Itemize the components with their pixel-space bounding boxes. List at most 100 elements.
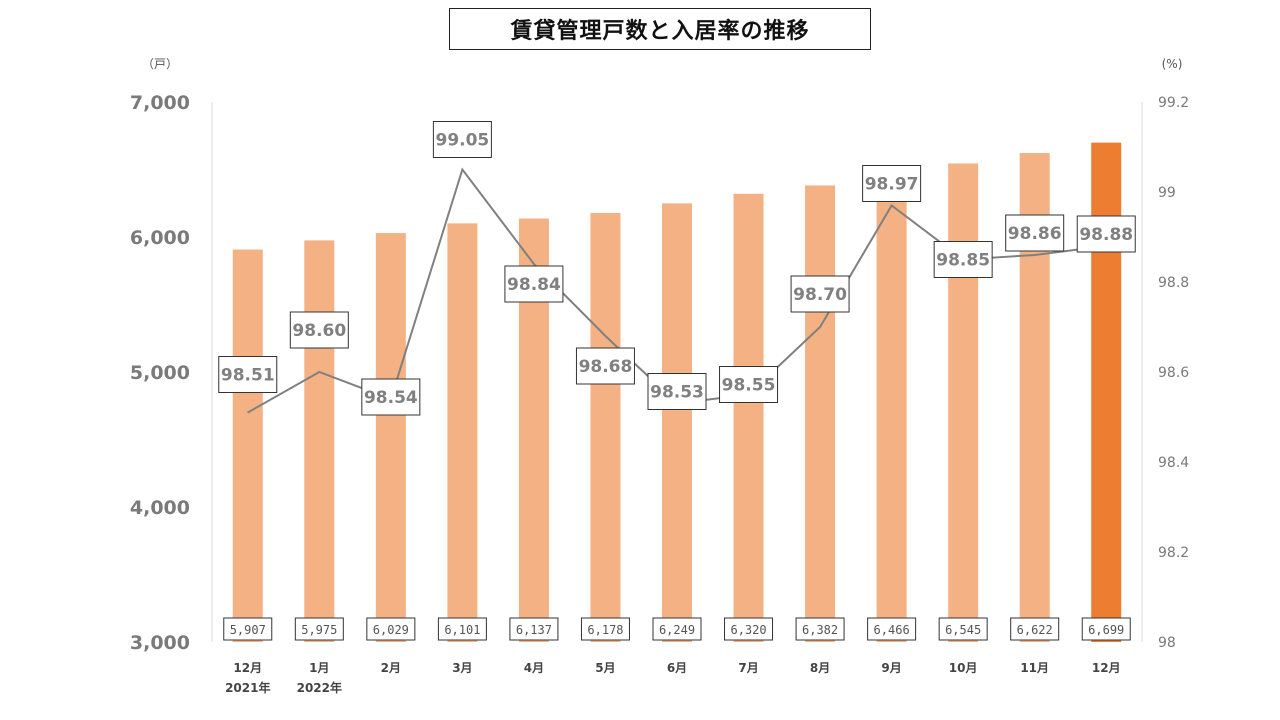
bar bbox=[590, 212, 621, 642]
bar-label-box bbox=[938, 617, 988, 641]
x-tick-label: 2月 bbox=[381, 661, 401, 675]
y2-tick-label: 98.2 bbox=[1158, 545, 1189, 561]
y2-tick-label: 99 bbox=[1158, 185, 1176, 201]
bar-label-box bbox=[223, 617, 273, 641]
bar-label-box bbox=[795, 617, 845, 641]
bar-value-label: 6,320 bbox=[730, 623, 766, 637]
rate-label-box bbox=[933, 241, 993, 278]
rate-label-box bbox=[432, 121, 492, 158]
bar-value-label: 6,382 bbox=[802, 623, 838, 637]
x-tick-label: 12月 bbox=[233, 661, 262, 675]
x-tick-label: 10月 bbox=[949, 661, 978, 675]
x-tick-label: 4月 bbox=[524, 661, 544, 675]
bar bbox=[232, 249, 263, 642]
rate-value-label: 98.88 bbox=[1079, 225, 1133, 245]
rate-value-label: 99.05 bbox=[435, 131, 489, 151]
rate-label-box bbox=[1076, 215, 1136, 253]
bar bbox=[805, 185, 836, 642]
bar bbox=[733, 193, 764, 643]
rate-label-box bbox=[504, 265, 564, 303]
bar-value-label: 5,975 bbox=[301, 623, 337, 637]
rate-label-box bbox=[575, 347, 635, 385]
bar-label-box bbox=[509, 617, 559, 641]
chart-title: 賃貸管理戸数と入居率の推移 bbox=[449, 8, 871, 50]
rate-label-box bbox=[719, 366, 779, 403]
y-tick-label: 3,000 bbox=[130, 632, 190, 654]
rate-point bbox=[533, 263, 535, 265]
y2-tick-label: 98.6 bbox=[1158, 365, 1189, 381]
rate-label-box bbox=[218, 356, 278, 393]
rate-value-label: 98.51 bbox=[221, 366, 275, 386]
y2-tick-label: 98.4 bbox=[1158, 455, 1189, 471]
x-tick-label: 2021年 bbox=[225, 680, 270, 695]
rate-value-label: 98.53 bbox=[650, 383, 704, 403]
bar-value-label: 6,699 bbox=[1088, 623, 1124, 637]
rate-label-box bbox=[862, 165, 922, 202]
rate-value-label: 98.60 bbox=[292, 321, 346, 341]
rate-point bbox=[1034, 254, 1036, 256]
bar bbox=[375, 233, 406, 642]
bar-label-box bbox=[366, 617, 416, 641]
y-axis-unit: （戸） bbox=[142, 57, 178, 71]
rate-value-label: 98.97 bbox=[865, 175, 919, 195]
bar-label-box bbox=[294, 617, 344, 641]
x-tick-label: 7月 bbox=[738, 661, 758, 675]
y2-tick-label: 98 bbox=[1158, 635, 1176, 651]
rate-point bbox=[604, 335, 606, 337]
rate-label-box bbox=[647, 373, 707, 410]
bar-value-label: 6,545 bbox=[945, 623, 981, 637]
bar-value-label: 6,101 bbox=[444, 623, 480, 637]
bar-label-box bbox=[580, 617, 630, 641]
bar-label-box bbox=[437, 617, 487, 641]
y-tick-label: 5,000 bbox=[130, 362, 190, 384]
bar-value-label: 6,137 bbox=[516, 623, 552, 637]
labels: 5,907 5,975 6,029 6,101 6,137 6,178 6,249 6,320… bbox=[218, 121, 1136, 641]
y2-tick-label: 99.2 bbox=[1158, 95, 1189, 111]
x-tick-label: 1月 bbox=[309, 661, 329, 675]
rate-point bbox=[318, 371, 320, 373]
y-tick-label: 4,000 bbox=[130, 497, 190, 519]
bar bbox=[447, 223, 478, 643]
bar bbox=[662, 203, 692, 642]
bar-value-label: 6,622 bbox=[1017, 623, 1053, 637]
y-tick-label: 7,000 bbox=[130, 92, 190, 114]
x-tick-label: 6月 bbox=[667, 661, 687, 675]
rate-point bbox=[819, 326, 821, 328]
bar bbox=[876, 174, 907, 642]
rate-label-box bbox=[289, 311, 349, 349]
x-tick-label: 11月 bbox=[1020, 661, 1049, 675]
x-tick-label: 9月 bbox=[881, 661, 901, 675]
x-tick-label: 3月 bbox=[452, 661, 472, 675]
x-tick-label: 5月 bbox=[595, 661, 615, 675]
bar-label-box bbox=[1081, 617, 1131, 641]
y-tick-label: 6,000 bbox=[130, 227, 190, 249]
y2-axis-unit: (%) bbox=[1162, 57, 1183, 71]
rate-value-label: 98.84 bbox=[507, 275, 561, 295]
rate-point bbox=[891, 205, 893, 206]
bar bbox=[304, 240, 335, 642]
bar-label-box bbox=[1010, 617, 1060, 641]
rate-point bbox=[247, 412, 249, 413]
bar-value-label: 6,466 bbox=[874, 623, 910, 637]
bar-label-box bbox=[652, 617, 702, 641]
y2-tick-label: 98.8 bbox=[1158, 275, 1189, 291]
rate-label-box bbox=[361, 378, 421, 416]
bar-value-label: 5,907 bbox=[230, 623, 266, 637]
rate-value-label: 98.54 bbox=[364, 388, 418, 408]
bar-value-label: 6,178 bbox=[587, 623, 623, 637]
rate-point bbox=[461, 169, 463, 170]
x-tick-label: 8月 bbox=[810, 661, 830, 675]
rate-value-label: 98.70 bbox=[793, 285, 847, 305]
x-tick-label: 12月 bbox=[1092, 661, 1121, 675]
rate-value-label: 98.55 bbox=[722, 376, 776, 396]
bar-label-box bbox=[867, 617, 917, 641]
rate-value-label: 98.85 bbox=[936, 251, 990, 271]
x-tick-label: 2022年 bbox=[297, 680, 342, 695]
axes: 3,000 4,000 5,000 6,000 7,000 98 98.2 98.4 98.6 9… bbox=[130, 57, 1189, 695]
rate-label-box bbox=[790, 275, 850, 313]
rate-label-box bbox=[1005, 214, 1065, 252]
bar bbox=[948, 163, 979, 643]
bar-value-label: 6,029 bbox=[373, 623, 409, 637]
rate-value-label: 98.86 bbox=[1008, 224, 1062, 244]
